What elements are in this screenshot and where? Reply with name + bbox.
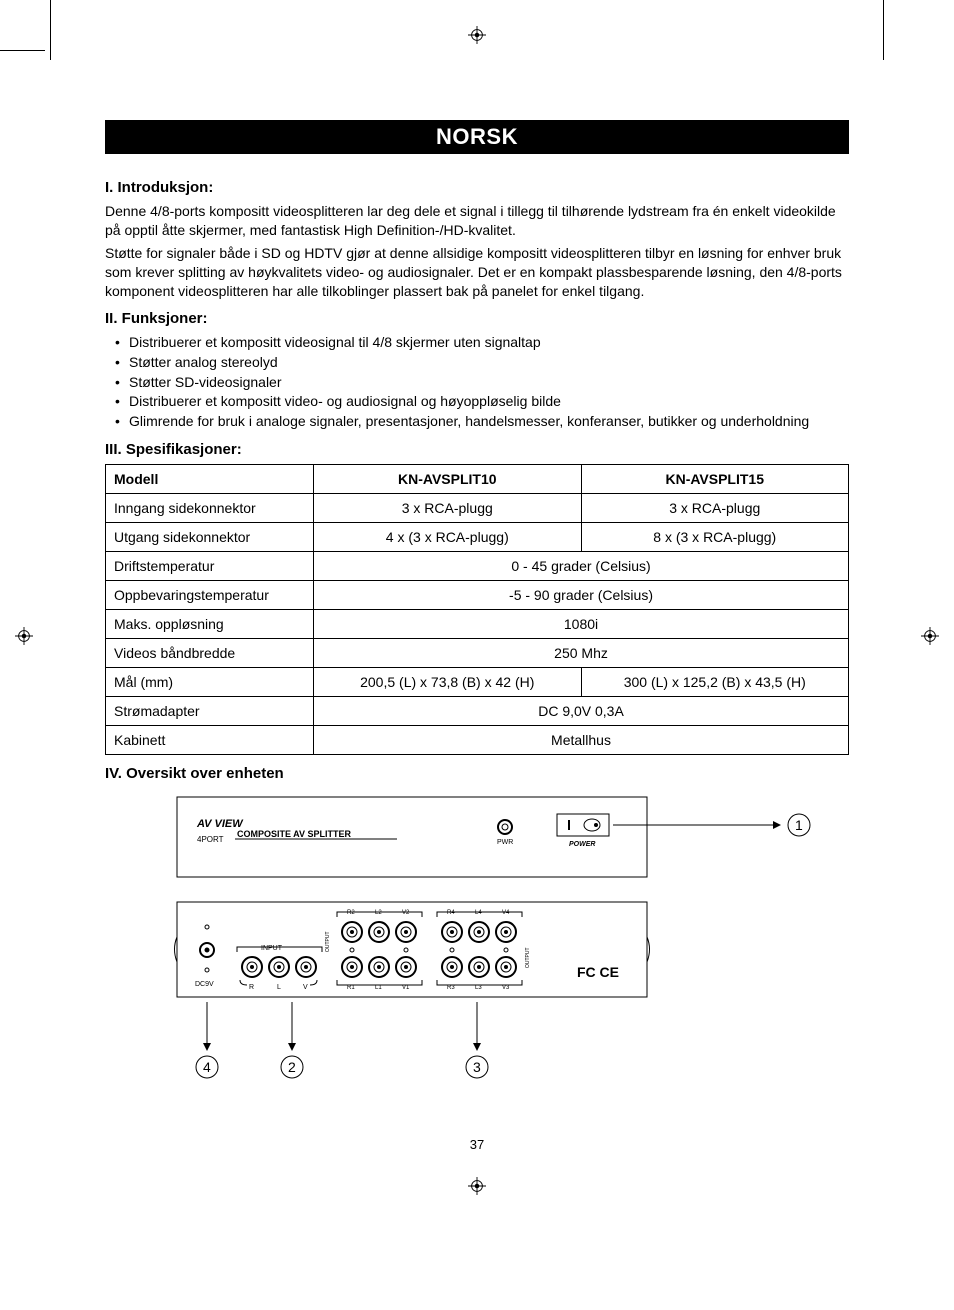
list-item: Distribuerer et kompositt video- og audi… <box>115 392 849 412</box>
spec-value: 200,5 (L) x 73,8 (B) x 42 (H) <box>314 668 581 697</box>
device-diagram: AV VIEW 4PORT COMPOSITE AV SPLITTER PWR … <box>137 792 817 1097</box>
product-label: COMPOSITE AV SPLITTER <box>237 829 352 839</box>
svg-text:L2: L2 <box>375 910 382 916</box>
svg-text:V4: V4 <box>502 910 510 916</box>
list-item: Støtter SD-videosignaler <box>115 373 849 393</box>
svg-text:OUTPUT: OUTPUT <box>525 948 531 969</box>
registration-mark-icon <box>468 26 486 44</box>
col-header: KN-AVSPLIT15 <box>581 465 849 494</box>
spec-value: Metallhus <box>314 726 849 755</box>
col-header: Modell <box>106 465 314 494</box>
registration-mark-icon <box>15 627 33 645</box>
power-switch-label: POWER <box>569 841 595 848</box>
svg-text:L3: L3 <box>475 985 482 991</box>
spec-label: Kabinett <box>106 726 314 755</box>
subbrand-text: 4PORT <box>197 835 224 844</box>
spec-label: Maks. oppløsning <box>106 610 314 639</box>
list-item: Støtter analog stereolyd <box>115 353 849 373</box>
registration-mark-icon <box>921 627 939 645</box>
functions-list: Distribuerer et kompositt videosignal ti… <box>105 333 849 431</box>
svg-text:L4: L4 <box>475 910 482 916</box>
spec-value: 8 x (3 x RCA-plugg) <box>581 523 849 552</box>
spec-label: Videos båndbredde <box>106 639 314 668</box>
page-number: 37 <box>105 1137 849 1152</box>
input-label: INPUT <box>261 945 283 952</box>
table-row: Kabinett Metallhus <box>106 726 849 755</box>
list-item: Distribuerer et kompositt videosignal ti… <box>115 333 849 353</box>
spec-value: 0 - 45 grader (Celsius) <box>314 552 849 581</box>
spec-value: 3 x RCA-plugg <box>314 494 581 523</box>
svg-text:V1: V1 <box>402 985 410 991</box>
spec-value: 3 x RCA-plugg <box>581 494 849 523</box>
section-title-functions: II. Funksjoner: <box>105 310 849 327</box>
spec-value: 1080i <box>314 610 849 639</box>
table-row: Utgang sidekonnektor 4 x (3 x RCA-plugg)… <box>106 523 849 552</box>
svg-text:R2: R2 <box>347 910 355 916</box>
svg-text:OUTPUT: OUTPUT <box>325 932 331 953</box>
svg-text:L1: L1 <box>375 985 382 991</box>
section-title-intro: I. Introduksjon: <box>105 179 849 196</box>
spec-value: -5 - 90 grader (Celsius) <box>314 581 849 610</box>
crop-marks-bottom <box>0 1177 954 1195</box>
jack-label: L <box>277 984 281 991</box>
spec-value: DC 9,0V 0,3A <box>314 697 849 726</box>
col-header: KN-AVSPLIT10 <box>314 465 581 494</box>
cert-marks: FC CE <box>577 964 619 980</box>
table-row: Videos båndbredde 250 Mhz <box>106 639 849 668</box>
spec-value: 300 (L) x 125,2 (B) x 43,5 (H) <box>581 668 849 697</box>
table-row: Mål (mm) 200,5 (L) x 73,8 (B) x 42 (H) 3… <box>106 668 849 697</box>
callout-number: 3 <box>473 1059 481 1075</box>
crop-marks-top <box>0 20 954 60</box>
callout-number: 4 <box>203 1059 211 1075</box>
jack-label: V <box>303 984 308 991</box>
svg-text:V3: V3 <box>502 985 510 991</box>
device-diagram-svg: AV VIEW 4PORT COMPOSITE AV SPLITTER PWR … <box>137 792 817 1092</box>
spec-label: Oppbevaringstemperatur <box>106 581 314 610</box>
table-row: Oppbevaringstemperatur -5 - 90 grader (C… <box>106 581 849 610</box>
spec-label: Driftstemperatur <box>106 552 314 581</box>
intro-paragraph: Denne 4/8-ports kompositt videosplittere… <box>105 202 849 240</box>
spec-label: Inngang sidekonnektor <box>106 494 314 523</box>
intro-paragraph: Støtte for signaler både i SD og HDTV gj… <box>105 244 849 301</box>
table-row: Modell KN-AVSPLIT10 KN-AVSPLIT15 <box>106 465 849 494</box>
spec-table: Modell KN-AVSPLIT10 KN-AVSPLIT15 Inngang… <box>105 464 849 755</box>
callout-number: 2 <box>288 1059 296 1075</box>
dc-label: DC9V <box>195 981 214 988</box>
table-row: Strømadapter DC 9,0V 0,3A <box>106 697 849 726</box>
spec-value: 4 x (3 x RCA-plugg) <box>314 523 581 552</box>
page-content: NORSK I. Introduksjon: Denne 4/8-ports k… <box>0 120 954 1152</box>
spec-label: Strømadapter <box>106 697 314 726</box>
callout-number: 1 <box>795 817 803 833</box>
jack-label: R <box>249 984 254 991</box>
svg-text:V2: V2 <box>402 910 410 916</box>
section-title-overview: IV. Oversikt over enheten <box>105 765 849 782</box>
spec-label: Utgang sidekonnektor <box>106 523 314 552</box>
svg-text:R3: R3 <box>447 985 455 991</box>
svg-text:R4: R4 <box>447 910 455 916</box>
spec-value: 250 Mhz <box>314 639 849 668</box>
registration-mark-icon <box>468 1177 486 1195</box>
list-item: Glimrende for bruk i analoge signaler, p… <box>115 412 849 432</box>
table-row: Maks. oppløsning 1080i <box>106 610 849 639</box>
spec-label: Mål (mm) <box>106 668 314 697</box>
table-row: Inngang sidekonnektor 3 x RCA-plugg 3 x … <box>106 494 849 523</box>
language-banner: NORSK <box>105 120 849 154</box>
section-title-spec: III. Spesifikasjoner: <box>105 441 849 458</box>
table-row: Driftstemperatur 0 - 45 grader (Celsius) <box>106 552 849 581</box>
pwr-led-label: PWR <box>497 839 513 846</box>
svg-text:R1: R1 <box>347 985 355 991</box>
